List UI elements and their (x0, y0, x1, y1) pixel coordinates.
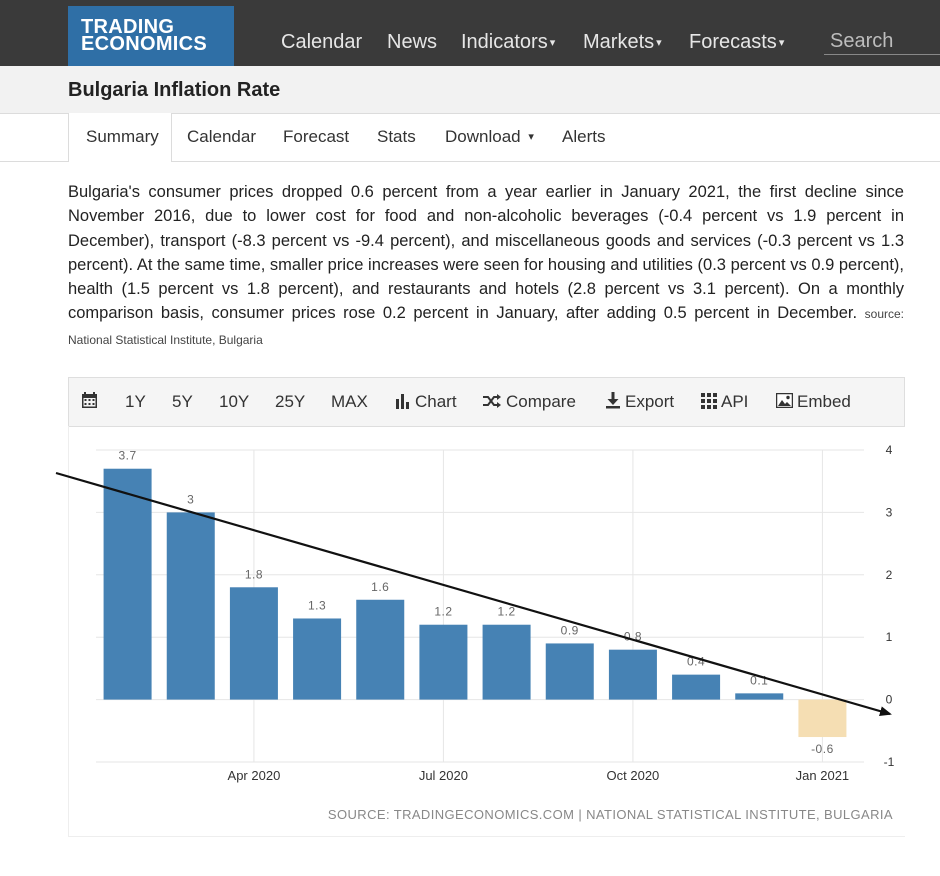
bar-value-label: 1.3 (308, 598, 326, 612)
bar-value-label: 0.1 (750, 673, 768, 687)
bar-value-label: 1.2 (497, 605, 515, 619)
chevron-down-icon: ▾ (778, 37, 785, 49)
y-tick-label: 4 (886, 443, 893, 457)
tab-download-label: Download (445, 127, 521, 146)
nav-news[interactable]: News (387, 31, 438, 53)
x-tick-label: Jan 2021 (796, 768, 850, 783)
range-max-button[interactable]: MAX (331, 392, 368, 411)
export-button-label: Export (625, 392, 675, 411)
chart-type-button[interactable]: Chart (395, 378, 457, 426)
bar-apr-2020 (229, 587, 278, 700)
range-5y-button[interactable]: 5Y (172, 392, 193, 411)
api-button-label: API (721, 392, 749, 411)
bar-may-2020 (293, 618, 342, 700)
bar-chart-svg: 4 3 2 1 0 -1 Apr 2020 Jul 2020 Oct 2020 Jan 2021 3… (96, 443, 895, 783)
bar-value-label: 3 (187, 492, 194, 506)
bar-jan-2021 (798, 699, 847, 738)
nav-markets-label: Markets (583, 31, 655, 53)
bar-value-label: 0.8 (624, 630, 642, 644)
chevron-down-icon: ▾ (528, 131, 534, 143)
tab-summary[interactable]: Summary (68, 113, 172, 162)
page-title: Bulgaria Inflation Rate (68, 79, 281, 101)
logo-line-1: TRADING (81, 16, 175, 38)
download-icon (606, 392, 620, 409)
y-tick-label: 2 (886, 568, 893, 582)
range-1y-button[interactable]: 1Y (125, 392, 146, 411)
tab-stats[interactable]: Stats (377, 127, 416, 146)
tab-alerts[interactable]: Alerts (562, 127, 606, 146)
summary-text: Bulgaria's consumer prices dropped 0.6 p… (68, 183, 904, 323)
bar-chart-icon (396, 393, 409, 409)
bar-nov-2020 (672, 674, 721, 700)
tabs-divider (0, 161, 940, 162)
chart-toolbar: 1Y 5Y 10Y 25Y MAX Chart Compare Export A… (68, 377, 905, 427)
chart-button-label: Chart (415, 392, 457, 411)
embed-button-label: Embed (797, 392, 851, 411)
nav-indicators-label: Indicators (461, 31, 548, 53)
embed-button[interactable]: Embed (776, 378, 851, 426)
nav-forecasts-label: Forecasts (689, 31, 777, 53)
bar-value-label: 0.9 (561, 623, 579, 637)
nav-indicators[interactable]: Indicators ▾ (461, 31, 555, 56)
bar-value-label: 3.7 (118, 449, 136, 463)
bar-value-label: 1.2 (434, 605, 452, 619)
export-button[interactable]: Export (605, 378, 674, 426)
bar-jul-2020 (419, 624, 468, 700)
compare-button[interactable]: Compare (482, 378, 576, 426)
inflation-chart: 4 3 2 1 0 -1 Apr 2020 Jul 2020 Oct 2020 Jan 2021 3… (68, 426, 905, 837)
search-input[interactable] (824, 28, 940, 55)
nav-forecasts[interactable]: Forecasts ▾ (689, 31, 784, 56)
title-bar (0, 66, 940, 114)
bar-value-label: 1.6 (371, 580, 389, 594)
bar-sep-2020 (545, 643, 594, 700)
chevron-down-icon: ▾ (549, 37, 556, 49)
bar-value-label: -0.6 (811, 742, 834, 756)
bar-dec-2020 (735, 693, 784, 700)
x-tick-label: Oct 2020 (607, 768, 660, 783)
logo-line-2: ECONOMICS (81, 33, 208, 55)
bar-oct-2020 (608, 649, 657, 700)
range-25y-button[interactable]: 25Y (275, 392, 306, 411)
x-tick-label: Apr 2020 (228, 768, 281, 783)
bar-mar-2020 (166, 512, 215, 700)
y-tick-label: 1 (886, 630, 893, 644)
chart-source-text: SOURCE: TRADINGECONOMICS.COM | NATIONAL … (327, 807, 893, 822)
shuffle-icon (483, 393, 501, 408)
bar-value-label: 0.4 (687, 655, 705, 669)
trading-economics-logo[interactable]: TRADING ECONOMICS (68, 6, 234, 66)
bar-aug-2020 (482, 624, 531, 700)
tab-forecast[interactable]: Forecast (283, 127, 350, 146)
image-icon (776, 393, 793, 409)
nav-calendar[interactable]: Calendar (281, 31, 363, 53)
calendar-icon[interactable] (81, 378, 102, 426)
bar-jun-2020 (356, 599, 405, 700)
api-button[interactable]: API (701, 378, 748, 426)
compare-button-label: Compare (506, 392, 576, 411)
x-tick-label: Jul 2020 (419, 768, 468, 783)
bar-feb-2020 (103, 468, 152, 700)
chevron-down-icon: ▾ (656, 37, 662, 49)
summary-source: source: National Statistical Institute, … (68, 307, 904, 347)
tab-calendar[interactable]: Calendar (187, 127, 256, 146)
y-tick-label: 0 (886, 693, 893, 707)
range-10y-button[interactable]: 10Y (219, 392, 250, 411)
y-tick-label: 3 (886, 505, 893, 519)
nav-markets[interactable]: Markets ▾ (583, 31, 662, 56)
grid-icon (701, 392, 717, 409)
y-tick-label: -1 (884, 755, 895, 769)
summary-description: Bulgaria's consumer prices dropped 0.6 p… (68, 180, 904, 352)
tab-download[interactable]: Download ▾ (445, 113, 534, 161)
bar-value-label: 1.8 (245, 567, 263, 581)
